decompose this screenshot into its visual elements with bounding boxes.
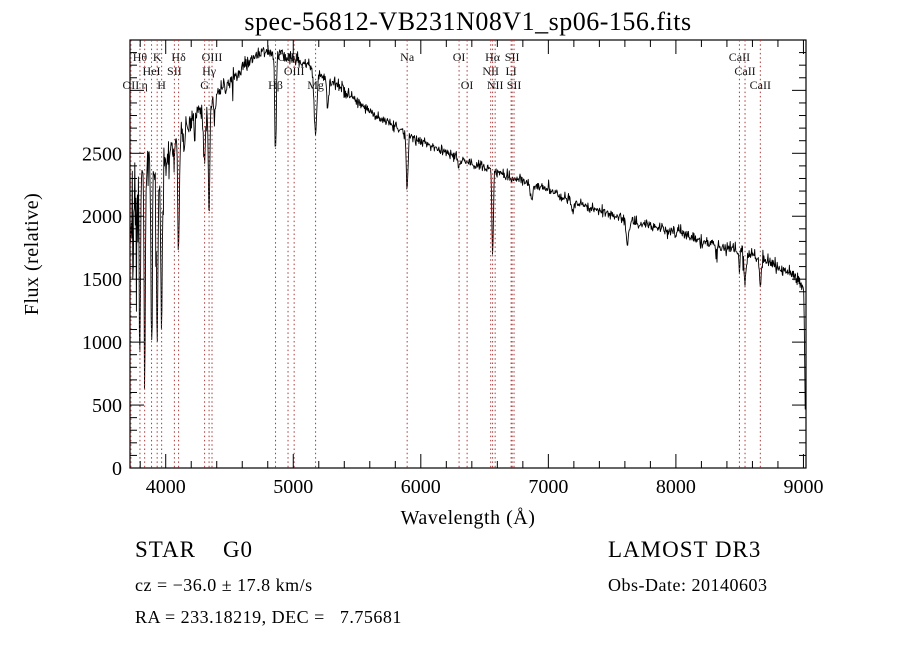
line-label-sii: SII (167, 64, 182, 78)
line-label-nii: NII (482, 64, 499, 78)
classification-text: STAR G0 (135, 537, 253, 562)
obs-date-text: Obs-Date: 20140603 (608, 575, 767, 595)
x-tick-label: 8000 (656, 476, 696, 498)
line-label-hβ: Hβ (268, 78, 283, 92)
y-tick-label: 2000 (82, 206, 122, 228)
x-tick-label: 4000 (146, 476, 186, 498)
spectral-line-markers (130, 40, 761, 468)
axis-tick-labels: 4000 5000 6000 7000 8000 9000 0 500 1000 1500 2000… (82, 143, 823, 498)
line-label-sii: SII (505, 50, 520, 64)
line-label-hγ: Hγ (202, 64, 217, 78)
y-tick-label: 1500 (82, 269, 122, 291)
line-label-na: Na (400, 50, 415, 64)
line-label-caii: CaII (729, 50, 750, 64)
y-tick-label: 0 (112, 458, 122, 480)
y-tick-label: 1000 (82, 332, 122, 354)
line-label-hei: HeI (143, 64, 161, 78)
x-tick-label: 7000 (528, 476, 568, 498)
y-tick-label: 500 (92, 395, 122, 417)
line-label-oiii: OIII (284, 64, 305, 78)
x-tick-label: 5000 (273, 476, 313, 498)
x-axis-label: Wavelength (Å) (401, 507, 536, 529)
line-label-li: LI (505, 64, 516, 78)
survey-release-text: LAMOST DR3 (608, 537, 761, 562)
plot-frame (129, 39, 807, 469)
line-label-caii: CaII (750, 78, 771, 92)
line-label-g: G (200, 78, 209, 92)
line-label-oi: OI (453, 50, 466, 64)
spectrum-trace (129, 44, 806, 410)
radial-velocity-text: cz = −36.0 ± 17.8 km/s (135, 575, 313, 595)
spectrum-trace-group (129, 44, 806, 410)
plot-title: spec-56812-VB231N08V1_sp06-156.fits (244, 7, 691, 36)
ra-dec-text: RA = 233.18219, DEC = 7.75681 (135, 607, 402, 627)
y-axis-label: Flux (relative) (21, 193, 43, 315)
line-label-oiii: OIII (278, 50, 299, 64)
line-label-hθ: Hθ (133, 50, 148, 64)
x-tick-label: 6000 (401, 476, 441, 498)
line-label-η: η (142, 78, 148, 92)
line-label-oiii: OIII (202, 50, 223, 64)
line-label-caii: CaII (734, 64, 755, 78)
x-tick-label: 9000 (783, 476, 823, 498)
line-label-hδ: Hδ (171, 50, 186, 64)
line-label-hα: Hα (485, 50, 501, 64)
line-label-sii: SII (507, 78, 522, 92)
line-label-nii: NII (487, 78, 504, 92)
line-label-h: H (157, 78, 166, 92)
line-label-k: K (153, 50, 162, 64)
line-label-mg: Mg (307, 78, 324, 92)
line-label-oii: OII (123, 78, 140, 92)
axis-ticks (130, 39, 806, 469)
line-label-oi: OI (461, 78, 474, 92)
y-tick-label: 2500 (82, 143, 122, 165)
